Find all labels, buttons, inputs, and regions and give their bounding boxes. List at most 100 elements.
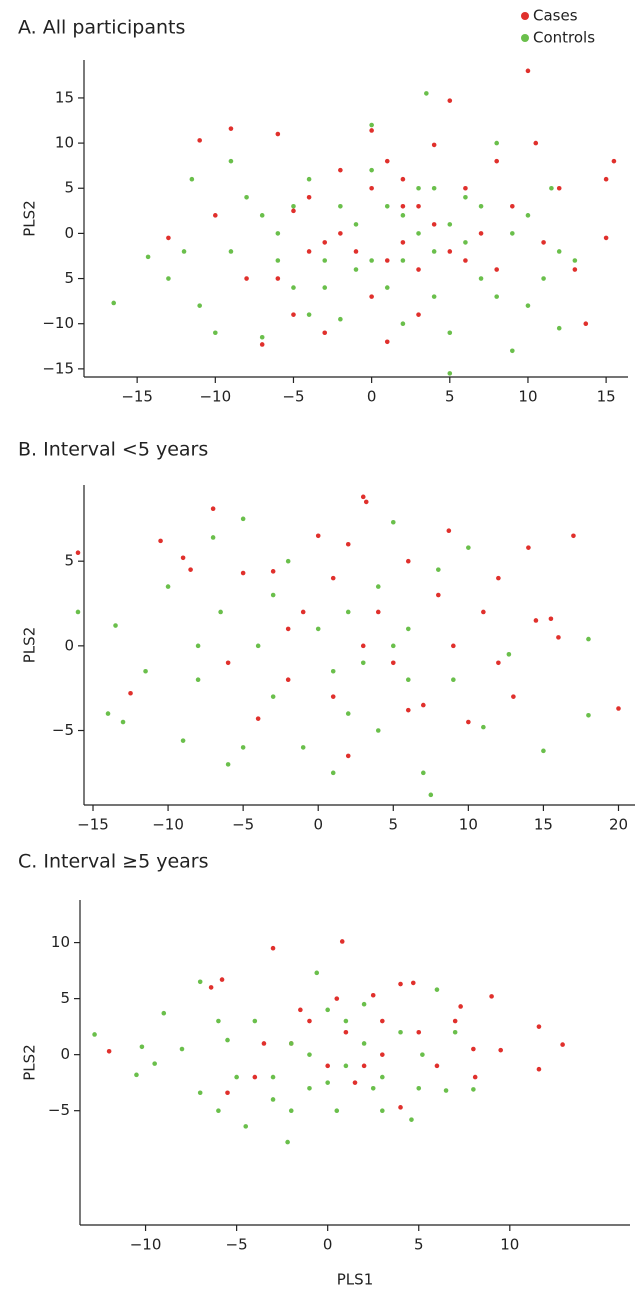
point bbox=[325, 1080, 330, 1085]
point bbox=[410, 980, 416, 986]
point bbox=[259, 342, 265, 347]
y-tick-label: −15 bbox=[42, 359, 74, 377]
point bbox=[380, 1052, 385, 1057]
y-tick-label: 0 bbox=[64, 636, 74, 654]
point bbox=[288, 1108, 294, 1113]
point bbox=[375, 584, 381, 589]
point bbox=[409, 1117, 414, 1122]
legend-label: Controls bbox=[533, 29, 595, 47]
point bbox=[431, 249, 437, 254]
y-tick-label: 10 bbox=[55, 134, 74, 152]
x-tick-label: −10 bbox=[199, 388, 231, 406]
point bbox=[219, 977, 225, 982]
point bbox=[510, 231, 515, 236]
chart-title: A. All participants bbox=[18, 17, 185, 39]
point bbox=[288, 1041, 294, 1046]
point bbox=[447, 371, 453, 376]
point bbox=[105, 711, 111, 716]
point bbox=[611, 158, 617, 164]
point bbox=[556, 635, 561, 640]
point bbox=[338, 167, 343, 173]
point bbox=[143, 668, 148, 674]
point bbox=[128, 690, 133, 696]
y-tick-label: 10 bbox=[51, 933, 70, 951]
point bbox=[330, 668, 336, 674]
point bbox=[463, 194, 468, 200]
point bbox=[400, 240, 406, 245]
point bbox=[197, 1090, 203, 1096]
y-tick-label: 5 bbox=[60, 989, 70, 1007]
point bbox=[240, 570, 246, 576]
point bbox=[466, 545, 471, 550]
point bbox=[536, 1024, 542, 1029]
point bbox=[322, 240, 328, 245]
point bbox=[489, 994, 494, 999]
point bbox=[571, 533, 576, 539]
point bbox=[255, 716, 261, 721]
point bbox=[369, 294, 374, 299]
point bbox=[424, 91, 429, 96]
point bbox=[285, 1139, 290, 1145]
chart-title: B. Interval <5 years bbox=[18, 439, 208, 461]
point bbox=[496, 575, 501, 581]
point bbox=[583, 321, 589, 327]
point bbox=[216, 1018, 221, 1024]
point bbox=[240, 516, 246, 522]
point bbox=[369, 122, 374, 128]
point bbox=[111, 300, 117, 306]
point bbox=[511, 694, 516, 699]
point bbox=[421, 702, 426, 708]
point bbox=[345, 711, 351, 716]
point bbox=[322, 285, 328, 290]
point bbox=[390, 643, 396, 649]
point bbox=[400, 204, 406, 209]
point bbox=[536, 1066, 542, 1072]
point bbox=[556, 249, 562, 254]
point bbox=[434, 987, 440, 992]
point bbox=[436, 592, 441, 598]
point bbox=[481, 724, 486, 730]
point bbox=[113, 623, 118, 628]
point bbox=[208, 985, 214, 990]
point bbox=[152, 1061, 157, 1066]
point bbox=[234, 1074, 239, 1080]
point bbox=[225, 660, 231, 666]
point bbox=[463, 240, 468, 245]
y-tick-label: −10 bbox=[42, 314, 74, 332]
point bbox=[218, 609, 223, 615]
point bbox=[353, 222, 359, 227]
point bbox=[416, 267, 421, 272]
point bbox=[494, 158, 499, 164]
point bbox=[275, 258, 281, 263]
point bbox=[400, 321, 406, 327]
legend-marker bbox=[521, 34, 529, 42]
point bbox=[243, 1124, 249, 1129]
point bbox=[603, 176, 609, 182]
point bbox=[478, 204, 484, 209]
point bbox=[452, 1029, 458, 1035]
point bbox=[478, 276, 484, 281]
point bbox=[471, 1087, 476, 1092]
point bbox=[334, 1108, 340, 1113]
x-tick-label: −10 bbox=[152, 816, 184, 834]
point bbox=[92, 1032, 97, 1037]
point bbox=[322, 330, 328, 336]
point bbox=[400, 258, 406, 263]
point bbox=[549, 185, 554, 191]
point bbox=[416, 231, 421, 236]
point bbox=[541, 240, 546, 245]
point bbox=[416, 185, 421, 191]
point bbox=[216, 1108, 221, 1113]
x-axis-label: PLS1 bbox=[337, 1271, 373, 1289]
point bbox=[451, 677, 456, 683]
point bbox=[213, 213, 218, 218]
point bbox=[259, 334, 265, 340]
y-tick-label: 5 bbox=[64, 269, 74, 287]
point bbox=[369, 258, 374, 263]
legend-label: Cases bbox=[533, 7, 578, 25]
point bbox=[306, 312, 312, 317]
point bbox=[560, 1042, 565, 1047]
point bbox=[120, 719, 126, 725]
point bbox=[443, 1088, 449, 1093]
